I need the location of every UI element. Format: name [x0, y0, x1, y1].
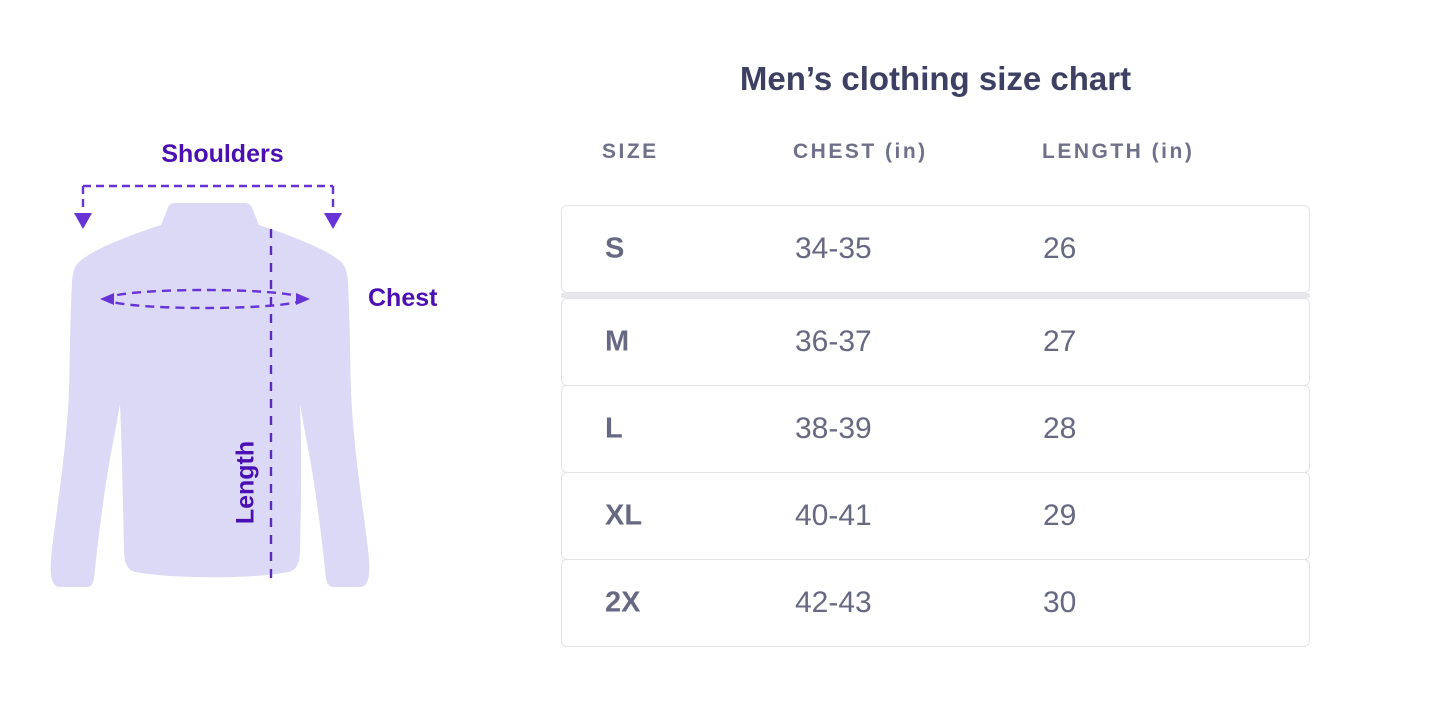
- shoulders-bracket: [81, 184, 335, 211]
- arrow-down-left-icon: [74, 213, 92, 229]
- column-header-size: SIZE: [602, 140, 659, 163]
- table-row-xl: XL 40-41 29: [561, 472, 1310, 560]
- length-label: Length: [231, 440, 260, 525]
- length-value: 29: [1043, 499, 1077, 532]
- length-value: 27: [1043, 325, 1077, 358]
- table-row-m: M 36-37 27: [561, 298, 1310, 386]
- size-value: XL: [605, 499, 643, 532]
- chest-value: 42-43: [795, 586, 872, 619]
- length-value: 30: [1043, 586, 1077, 619]
- arrow-down-right-icon: [324, 213, 342, 229]
- row-divider: [561, 293, 1310, 298]
- size-value: L: [605, 412, 623, 445]
- arrow-right-icon: [296, 293, 310, 305]
- length-value: 26: [1043, 232, 1077, 265]
- length-value: 28: [1043, 412, 1077, 445]
- arrow-left-icon: [100, 293, 114, 305]
- chest-value: 36-37: [795, 325, 872, 358]
- table-row-l: L 38-39 28: [561, 385, 1310, 473]
- table-row-2x: 2X 42-43 30: [561, 559, 1310, 647]
- table-body: S 34-35 26 M 36-37 27 L 38-39 28 XL: [561, 205, 1310, 647]
- size-value: M: [605, 325, 630, 358]
- chest-label: Chest: [368, 284, 438, 312]
- chest-value: 38-39: [795, 412, 872, 445]
- shirt-measurement-diagram: Shoulders Chest Length: [0, 0, 470, 680]
- page-title: Men’s clothing size chart: [739, 60, 1132, 97]
- shoulders-label: Shoulders: [161, 140, 284, 168]
- table-row-group: M 36-37 27 L 38-39 28 XL 40-41 29 2X 42-…: [561, 298, 1310, 647]
- column-header-length: LENGTH (in): [1042, 140, 1195, 163]
- table-row-s: S 34-35 26: [561, 205, 1310, 293]
- size-value: 2X: [605, 586, 641, 619]
- shirt-shape: [50, 203, 370, 587]
- table-header-row: SIZE CHEST (in) LENGTH (in): [561, 140, 1310, 168]
- chest-value: 40-41: [795, 499, 872, 532]
- shirt-illustration: [50, 184, 370, 587]
- size-chart-table: Men’s clothing size chart SIZE CHEST (in…: [561, 0, 1310, 725]
- size-value: S: [605, 232, 625, 265]
- chest-value: 34-35: [795, 232, 872, 265]
- column-header-chest: CHEST (in): [793, 140, 928, 163]
